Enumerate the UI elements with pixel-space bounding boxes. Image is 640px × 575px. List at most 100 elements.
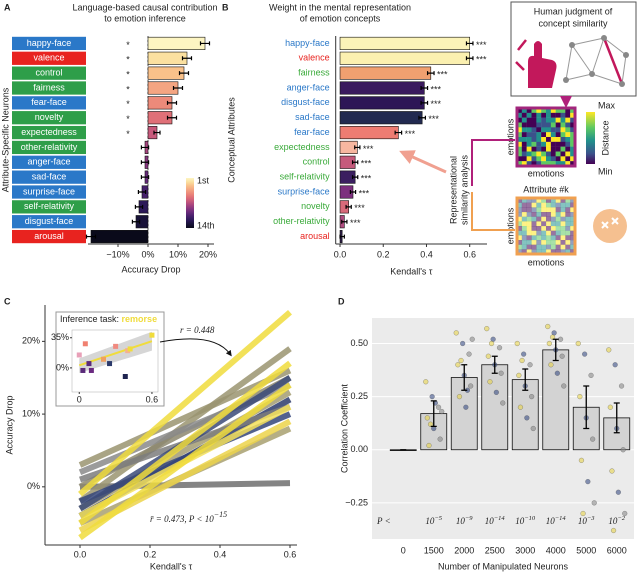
heatmap-cell — [526, 161, 532, 167]
heatmap-cell — [531, 112, 537, 118]
x-tick-label: 2000 — [454, 545, 474, 555]
heatmap-cell — [531, 132, 537, 138]
significance: *** — [361, 159, 372, 169]
heatmap-cell — [546, 146, 552, 152]
data-point — [517, 404, 524, 410]
heatmap-cell — [531, 212, 537, 217]
p-value-label: 10−5 — [425, 515, 442, 526]
significance: * — [126, 55, 130, 65]
error-bar — [131, 219, 141, 224]
error-bar — [166, 100, 178, 105]
heatmap-cell — [536, 146, 542, 152]
heatmap-cell — [550, 137, 556, 143]
data-point — [575, 340, 581, 347]
heatmap-cell — [541, 108, 547, 114]
heatmap-cell — [565, 226, 571, 231]
heatmap-cell — [531, 202, 537, 208]
error-bar — [613, 402, 620, 434]
error-bar — [418, 115, 426, 120]
heatmap-cell — [550, 249, 556, 255]
p-prefix: P < — [376, 516, 391, 526]
heatmap-cell — [536, 108, 542, 114]
data-point — [615, 489, 621, 495]
heatmap-cell — [555, 127, 561, 133]
error-bar — [199, 41, 211, 46]
heatmap-cell — [517, 207, 523, 213]
category-label: self-relativity — [24, 201, 75, 211]
label-box — [12, 51, 86, 65]
heatmap-cell — [570, 137, 576, 143]
p-value-label: 10−9 — [456, 515, 473, 526]
data-point — [527, 362, 533, 368]
rsa-arrow — [399, 150, 447, 174]
heatmap-cell — [550, 212, 556, 217]
bar — [90, 230, 149, 244]
matrix-axis-label: emotions — [505, 118, 515, 155]
y-tick-label: 0% — [27, 481, 40, 491]
data-point — [590, 436, 596, 442]
heatmap-cell — [517, 156, 523, 162]
chart-title: Language-based causal contribution — [72, 2, 217, 12]
heatmap-cell — [536, 230, 542, 236]
heatmap-cell — [517, 132, 523, 138]
heatmap-cell — [526, 127, 532, 133]
data-point — [610, 527, 617, 534]
heatmap-cell — [570, 240, 576, 245]
data-point — [580, 510, 586, 517]
heatmap-cell — [570, 207, 576, 213]
heatmap-cell — [550, 216, 556, 222]
heatmap-cell — [521, 235, 527, 241]
data-point — [427, 421, 434, 427]
heatmap-cell — [550, 240, 556, 245]
heatmap-cell — [541, 212, 547, 217]
heatmap-cell — [541, 156, 547, 162]
data-point — [466, 351, 472, 357]
heatmap-cell — [541, 240, 547, 245]
heatmap-cell — [521, 221, 527, 227]
heatmap-cell — [546, 212, 552, 217]
heatmap-cell — [555, 117, 561, 123]
heatmap-cell — [521, 240, 527, 245]
heatmap-cell — [541, 122, 547, 128]
significance: * — [126, 70, 130, 80]
heatmap-cell — [546, 216, 552, 222]
heatmap-cell — [531, 235, 537, 241]
heatmap-cell — [517, 235, 523, 241]
heatmap-cell — [550, 161, 556, 167]
heatmap-cell — [565, 141, 571, 147]
heatmap-cell — [526, 137, 532, 143]
gesture-arrows — [515, 39, 527, 71]
heatmap-cell — [531, 207, 537, 213]
heatmap-cell — [550, 122, 556, 128]
heatmap-cell — [565, 127, 571, 133]
heatmap-cell — [531, 108, 537, 114]
heatmap-cell — [517, 127, 523, 133]
significance: * — [126, 129, 130, 139]
heatmap-cell — [565, 117, 571, 123]
heatmap-cell — [550, 151, 556, 157]
category-label: fear-face — [294, 127, 330, 137]
error-bar — [420, 86, 429, 90]
heatmap-cell — [560, 221, 566, 227]
heatmap-cell — [531, 240, 537, 245]
error-bar — [140, 145, 150, 150]
heatmap-cell — [517, 226, 523, 231]
matrix-frame — [515, 196, 577, 256]
y-axis-title: Correlation Coefficient — [339, 384, 349, 473]
data-point — [485, 353, 492, 359]
y-tick-label: −0.25 — [345, 497, 368, 507]
category-label: sad-face — [32, 172, 67, 182]
bar — [450, 377, 478, 451]
heatmap-cell — [517, 244, 523, 250]
heatmap-cell — [517, 137, 523, 143]
heatmap-cell — [536, 127, 542, 133]
y-axis-title: Conceptual Attributes — [226, 97, 236, 183]
heatmap-cell — [541, 198, 547, 203]
heatmap-cell — [570, 244, 576, 250]
heatmap-cell — [565, 198, 571, 203]
scatter-point — [82, 341, 88, 347]
heatmap-cell — [531, 161, 537, 167]
heatmap-cell — [517, 212, 523, 217]
heatmap-cell — [541, 230, 547, 236]
significance: *** — [354, 203, 365, 213]
